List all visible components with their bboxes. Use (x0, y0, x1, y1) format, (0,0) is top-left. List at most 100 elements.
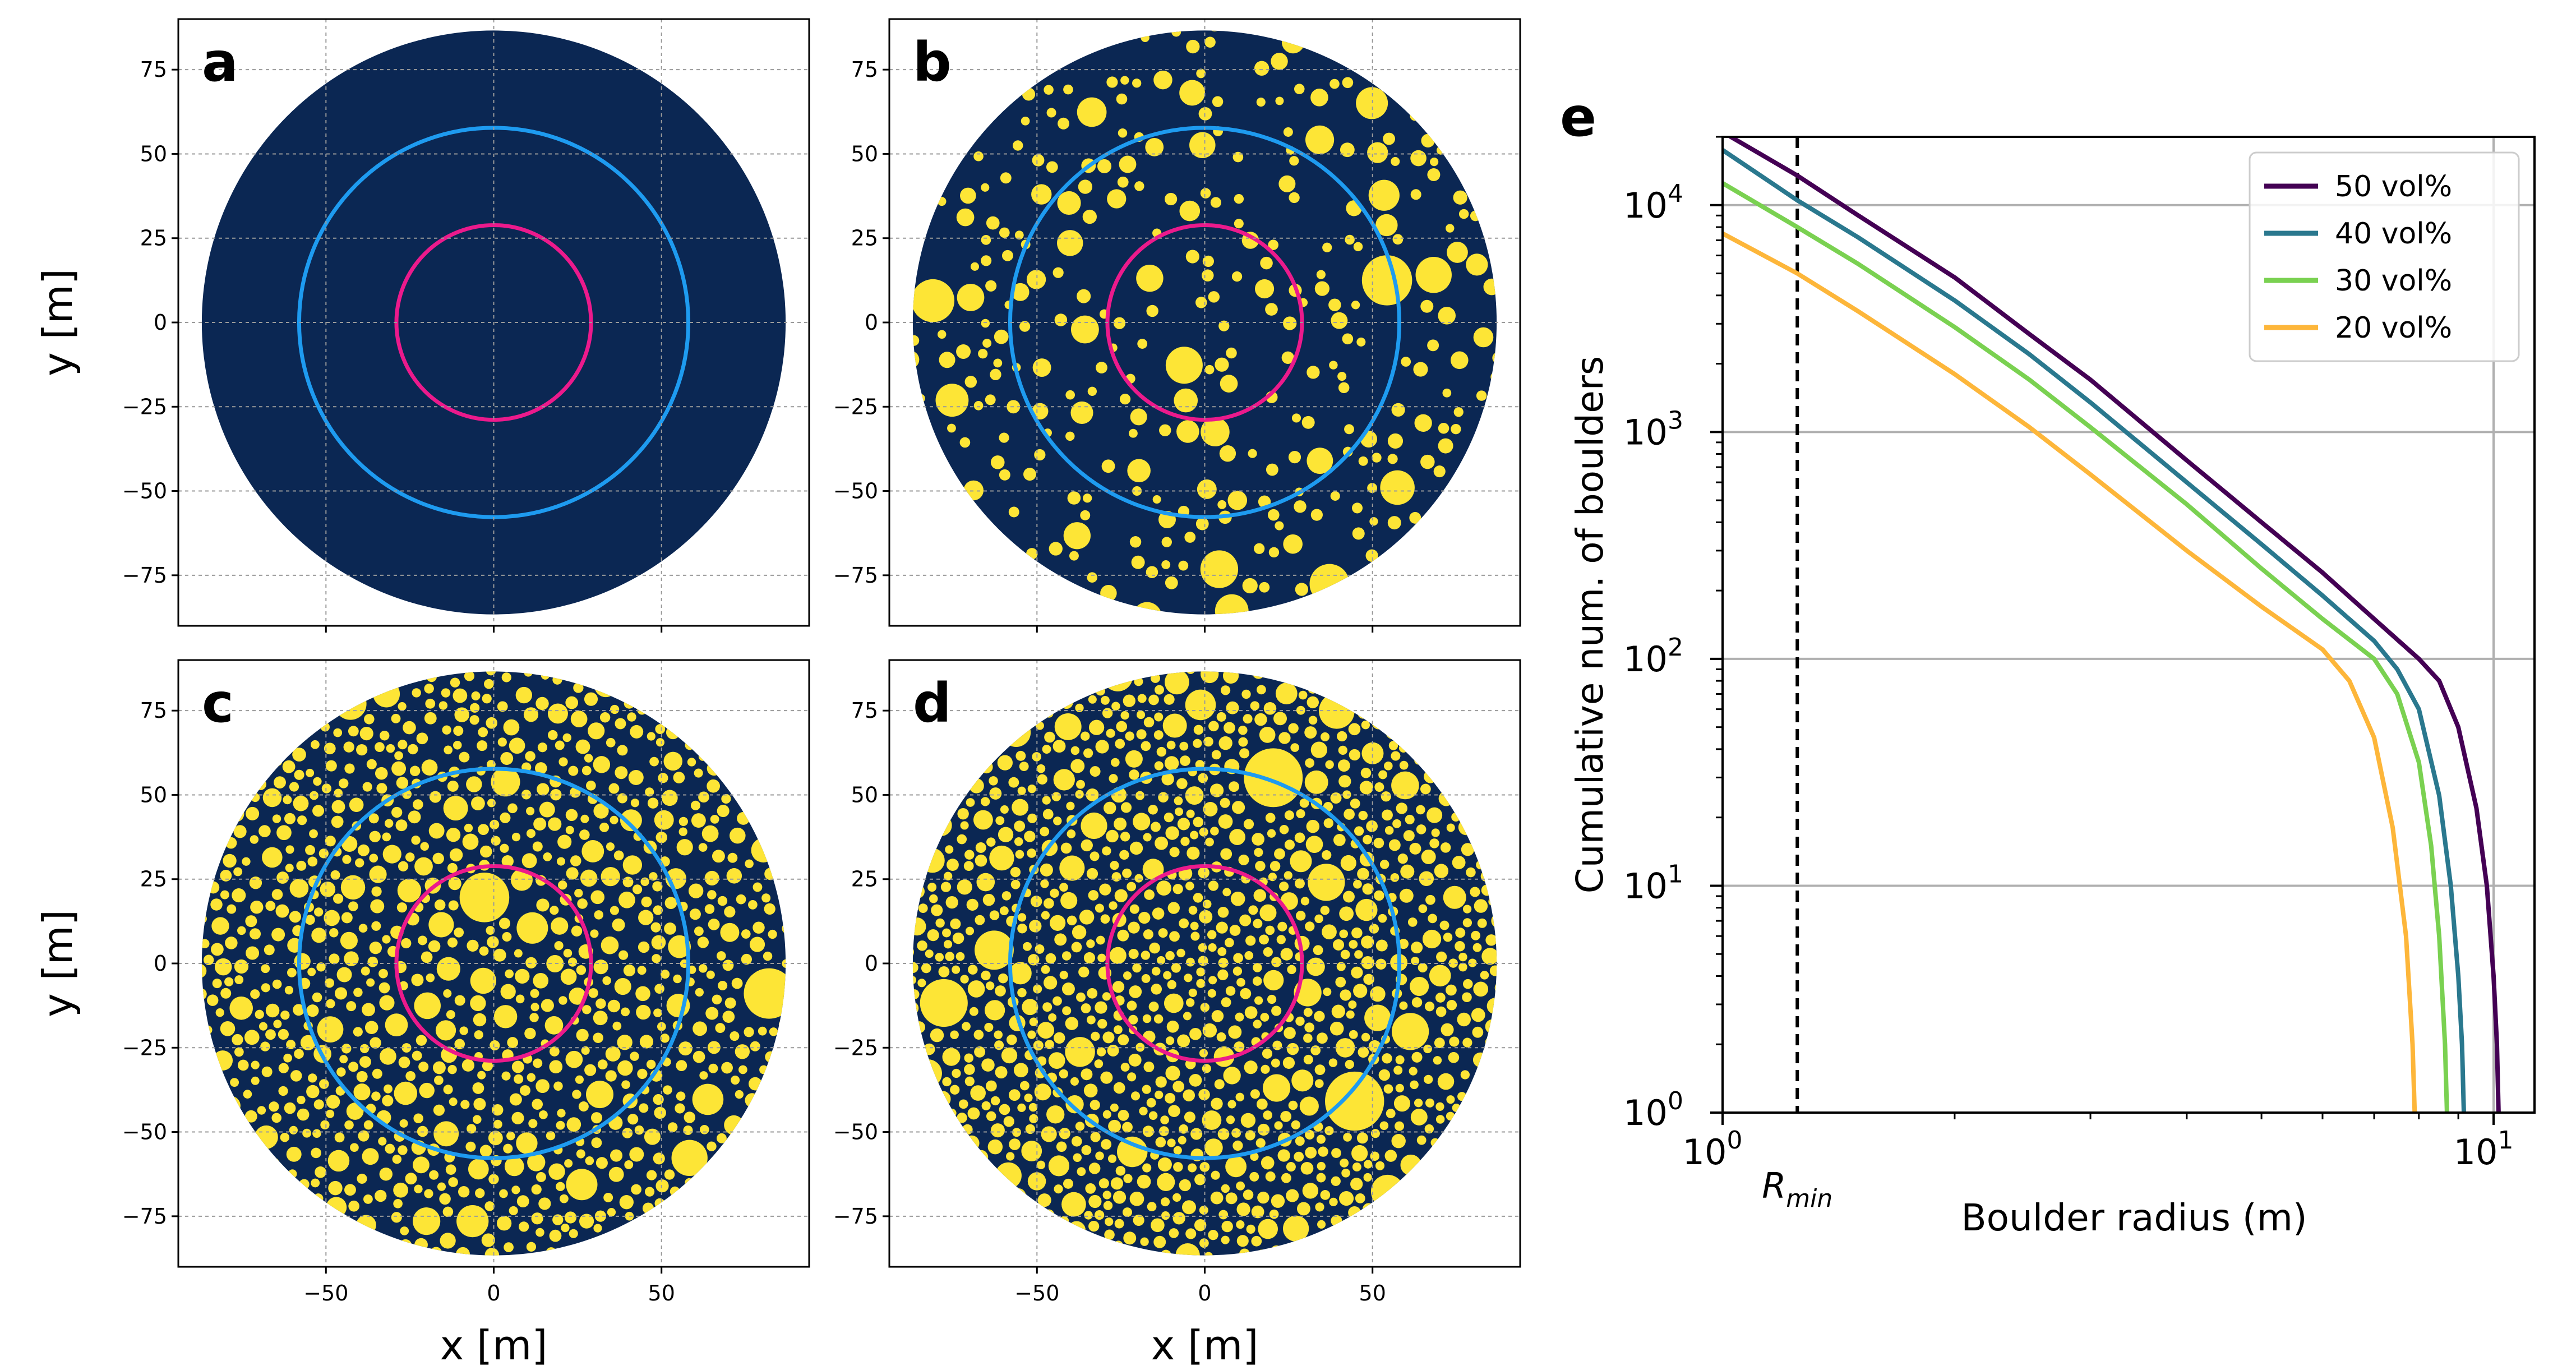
boulder (434, 899, 446, 911)
boulder (1161, 773, 1174, 786)
boulder (955, 952, 965, 961)
boulder (945, 845, 954, 854)
boulder (1071, 942, 1082, 953)
boulder (912, 335, 920, 346)
boulder (576, 1149, 585, 1159)
boulder (1209, 783, 1224, 797)
boulder (1350, 1178, 1363, 1191)
boulder (694, 926, 704, 936)
boulder (1052, 740, 1066, 753)
boulder (1171, 30, 1181, 37)
boulder (693, 1021, 708, 1036)
boulder (1235, 1012, 1244, 1022)
boulder (1414, 1099, 1423, 1108)
boulder (524, 1027, 536, 1040)
boulder (1298, 690, 1308, 700)
boulder (655, 738, 665, 747)
boulder (1308, 716, 1318, 725)
boulder (964, 1076, 975, 1086)
boulder (694, 768, 703, 778)
boulder (526, 829, 536, 838)
boulder (579, 1214, 594, 1229)
boulder (1131, 555, 1145, 569)
boulder (1164, 694, 1175, 705)
boulder (678, 817, 688, 827)
boulder (1448, 958, 1458, 968)
boulder (935, 918, 945, 928)
boulder (1305, 921, 1315, 931)
boulder (491, 767, 520, 797)
boulder (1176, 778, 1188, 790)
boulder (989, 787, 1002, 800)
boulder (1304, 770, 1328, 794)
legend-box (2249, 151, 2520, 362)
boulder (1397, 854, 1408, 864)
boulder (582, 1005, 592, 1014)
boulder (707, 890, 717, 900)
boulder (531, 1212, 543, 1225)
y-tick-label: −50 (122, 479, 167, 504)
boulder (356, 744, 368, 756)
boulder (396, 902, 407, 913)
boulder (768, 929, 777, 939)
boulder (1337, 731, 1347, 742)
legend-label: 50 vol% (2335, 170, 2452, 204)
boulder (1109, 901, 1118, 910)
boulder (454, 1039, 465, 1050)
boulder (1437, 1073, 1455, 1090)
boulder (1242, 578, 1258, 594)
y-tick-label: −25 (833, 394, 878, 419)
boulder (1288, 1100, 1298, 1110)
boulder (727, 852, 738, 863)
boulder (964, 1064, 975, 1075)
boulder (461, 1059, 475, 1072)
boulder (1145, 137, 1164, 156)
boulder (1095, 1151, 1104, 1160)
boulder (1057, 230, 1083, 256)
boulder (1378, 914, 1387, 923)
boulder (344, 951, 359, 966)
boulder (1390, 873, 1400, 882)
boulder (698, 843, 708, 852)
boulder (745, 859, 754, 869)
boulder (1174, 388, 1198, 413)
boulder (1080, 510, 1091, 520)
boulder (617, 1035, 633, 1050)
boulder (1352, 1163, 1361, 1171)
boulder (1348, 723, 1361, 736)
boulder (1136, 264, 1164, 292)
boulder (957, 879, 972, 895)
boulder (490, 819, 500, 830)
boulder (1129, 1191, 1144, 1206)
boulder (959, 437, 971, 448)
boulder (401, 1043, 412, 1053)
boulder (1185, 689, 1216, 721)
boulder (678, 1041, 693, 1056)
boulder (1201, 417, 1230, 446)
boulder (1218, 1210, 1229, 1220)
boulder (490, 1040, 500, 1051)
boulder (1259, 904, 1277, 921)
boulder (1253, 919, 1263, 929)
boulder (1318, 1146, 1328, 1157)
boulder (1217, 947, 1227, 956)
boulder (414, 992, 441, 1020)
boulder (1024, 831, 1036, 842)
boulder (975, 915, 985, 925)
boulder (942, 1077, 952, 1087)
boulder (356, 1071, 368, 1082)
boulder (1065, 390, 1075, 400)
boulder (1168, 1105, 1180, 1117)
boulder (472, 1082, 484, 1094)
boulder (305, 845, 316, 855)
boulder (1447, 242, 1468, 263)
boulder (557, 880, 567, 890)
boulder (1037, 1022, 1055, 1039)
boulder (1077, 1167, 1086, 1177)
boulder (530, 1003, 539, 1012)
boulder (1316, 270, 1326, 279)
boulder (547, 703, 568, 724)
boulder (1177, 818, 1190, 831)
boulder (753, 921, 765, 934)
boulder (588, 988, 598, 998)
